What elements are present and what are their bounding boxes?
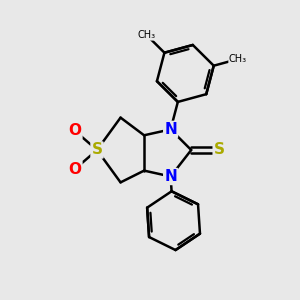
- Text: CH₃: CH₃: [229, 54, 247, 64]
- Text: O: O: [68, 162, 81, 177]
- Text: O: O: [68, 123, 81, 138]
- Text: S: S: [214, 142, 225, 158]
- Text: N: N: [164, 169, 177, 184]
- Text: N: N: [164, 122, 177, 137]
- Text: CH₃: CH₃: [138, 30, 156, 40]
- Text: S: S: [92, 142, 103, 158]
